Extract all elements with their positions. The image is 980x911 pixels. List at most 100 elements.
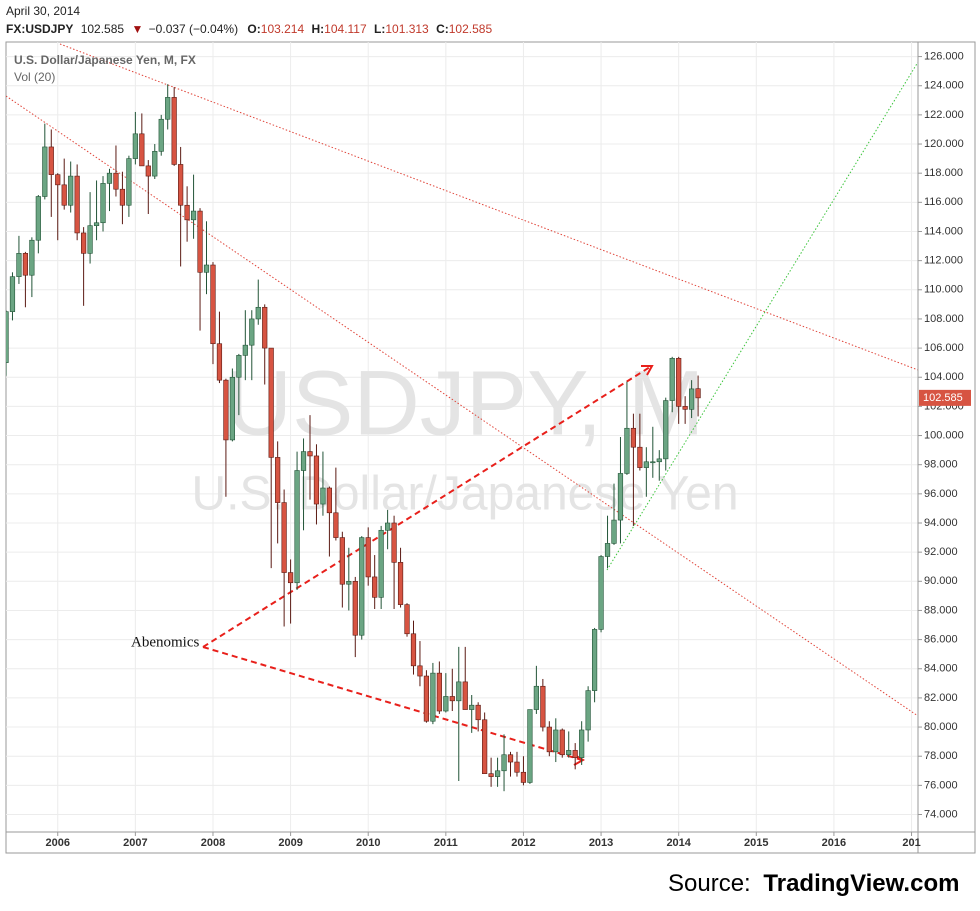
y-tick-label: 124.000 — [924, 80, 964, 92]
change: −0.037 (−0.04%) — [149, 22, 238, 36]
candle-body — [42, 146, 48, 197]
candle-body — [106, 172, 113, 184]
candle-body — [378, 529, 384, 598]
ohlc-value: 104.117 — [324, 22, 367, 36]
watermark-name: U.S. Dollar/Japanese Yen — [191, 468, 738, 521]
header: FX:USDJPY 102.585 ▼ −0.037 (−0.04%) O:10… — [6, 22, 492, 36]
change-arrow: ▼ — [131, 22, 143, 36]
arrow-line — [202, 646, 583, 761]
y-tick-label: 106.000 — [924, 342, 964, 354]
candle-body — [462, 681, 468, 710]
y-tick-label: 118.000 — [924, 167, 963, 179]
y-tick-label: 110.000 — [924, 284, 963, 296]
candle-body — [29, 239, 35, 276]
ohlc-label: C: — [436, 22, 449, 36]
candle-body — [22, 253, 29, 276]
annotation: Abenomics — [131, 634, 199, 650]
candle-body — [397, 562, 404, 605]
candle-body — [35, 196, 41, 241]
candle-body — [482, 719, 488, 774]
candle-body — [410, 633, 417, 667]
candle-body — [520, 771, 527, 783]
x-tick-label: 2011 — [434, 837, 458, 849]
candle-body — [100, 183, 106, 224]
legend-indicator: Vol (20) — [14, 70, 55, 84]
candle-body — [307, 451, 313, 457]
y-tick-label: 74.000 — [924, 808, 958, 820]
candle-body — [443, 696, 449, 712]
candle-body — [598, 556, 604, 630]
y-tick-label: 82.000 — [924, 692, 958, 704]
y-tick-label: 90.000 — [924, 575, 958, 587]
x-tick-label: 2013 — [589, 837, 613, 849]
candle-body — [682, 406, 688, 410]
candle-body — [210, 264, 216, 345]
candle-body — [87, 225, 93, 254]
y-tick-label: 108.000 — [924, 313, 964, 325]
x-tick-label: 2006 — [46, 837, 70, 849]
candle-body — [488, 773, 494, 777]
candle-body — [449, 696, 455, 702]
candle-body — [346, 580, 352, 585]
candle-body — [611, 519, 617, 544]
y-tick-label: 84.000 — [924, 663, 958, 675]
y-tick-label: 92.000 — [924, 546, 958, 558]
candle-body — [262, 306, 268, 349]
candle-body — [695, 388, 701, 399]
x-tick-label: 2015 — [744, 837, 768, 849]
ohlc-label: O: — [247, 22, 260, 36]
candle-body — [171, 97, 177, 165]
candle-body — [16, 253, 22, 277]
candle-body — [158, 118, 164, 152]
candle-body — [320, 487, 326, 505]
candle-body — [68, 175, 74, 206]
candle-body — [281, 502, 287, 573]
x-tick-label: 2014 — [666, 837, 691, 849]
candle-body — [197, 210, 203, 273]
x-tick-label: 2007 — [123, 837, 147, 849]
candle-body — [313, 455, 320, 505]
candle-body — [385, 522, 391, 531]
candle-body — [417, 665, 423, 677]
candle-body — [178, 164, 184, 206]
candle-body — [132, 133, 138, 159]
candle-body — [339, 537, 345, 585]
candle-body — [249, 318, 255, 346]
candle-body — [203, 264, 210, 273]
y-tick-label: 100.000 — [924, 429, 964, 441]
x-tick-label: 2008 — [201, 837, 225, 849]
y-tick-label: 88.000 — [924, 604, 958, 616]
candle-body — [359, 537, 365, 636]
ohlc-value: 101.313 — [385, 22, 429, 36]
last-price-label: 102.585 — [923, 392, 963, 404]
candle-body — [126, 158, 132, 206]
candle-body — [456, 681, 462, 702]
candle-body — [152, 151, 158, 177]
y-tick-label: 76.000 — [924, 779, 958, 791]
ohlc-value: 102.585 — [449, 22, 493, 36]
y-tick-label: 98.000 — [924, 459, 958, 471]
candle-body — [689, 388, 695, 410]
arrow-head — [641, 365, 654, 376]
candle-body — [74, 175, 80, 234]
candle-body — [326, 487, 333, 514]
candle-body — [165, 97, 171, 120]
candle-body — [559, 729, 565, 756]
candle-body — [190, 210, 197, 221]
legend-title: U.S. Dollar/Japanese Yen, M, FX — [14, 53, 196, 67]
ohlc-label: L: — [374, 22, 385, 36]
arrow-line — [202, 366, 651, 648]
x-tick-label: 2016 — [822, 837, 846, 849]
y-tick-label: 126.000 — [924, 50, 964, 62]
candle-body — [566, 750, 572, 756]
candle-body — [643, 461, 649, 468]
candle-body — [507, 754, 514, 763]
candle-body — [6, 311, 9, 363]
candle-body — [294, 470, 300, 584]
candle-body — [430, 672, 436, 722]
candle-body — [579, 729, 585, 758]
candle-body — [333, 512, 339, 538]
source-label: Source: — [668, 870, 751, 897]
candle-body — [229, 376, 235, 441]
candle-body — [546, 726, 552, 753]
